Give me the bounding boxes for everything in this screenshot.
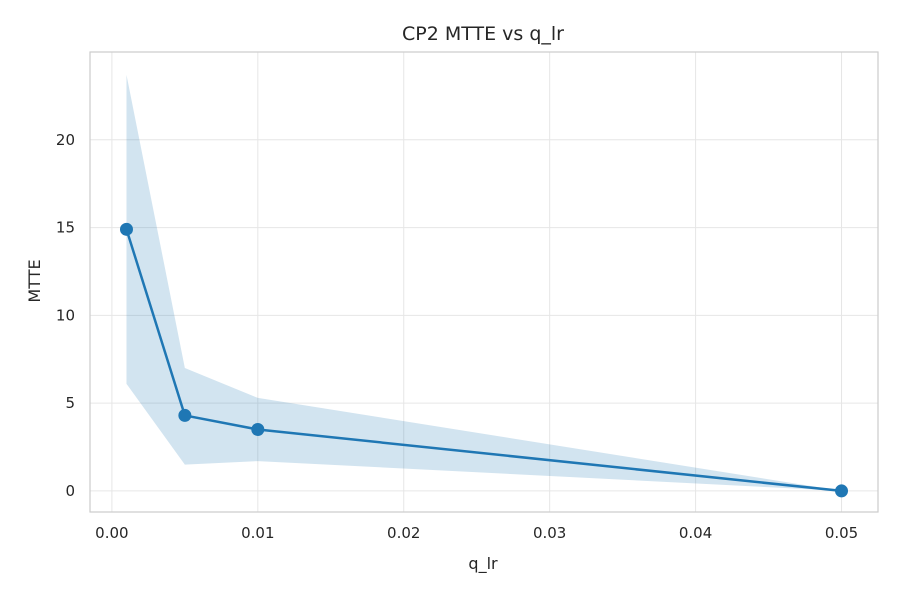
series-points bbox=[119, 222, 849, 498]
x-tick-label: 0.01 bbox=[241, 524, 274, 542]
x-tick-label: 0.04 bbox=[679, 524, 712, 542]
data-point bbox=[119, 222, 133, 236]
series-lines bbox=[125, 228, 842, 493]
series-line bbox=[125, 228, 842, 493]
y-tick-label: 20 bbox=[56, 131, 75, 149]
data-point bbox=[251, 422, 265, 436]
y-tick-label: 5 bbox=[65, 394, 75, 412]
chart-title: CP2 MTTE vs q_lr bbox=[402, 23, 564, 45]
y-tick-label: 0 bbox=[65, 482, 75, 500]
plot-frame bbox=[89, 51, 879, 513]
x-tick-label: 0.05 bbox=[825, 524, 858, 542]
y-tick-label: 10 bbox=[56, 306, 75, 324]
y-tick-label: 15 bbox=[56, 219, 75, 237]
confidence-bands bbox=[126, 74, 842, 491]
x-tick-label: 0.00 bbox=[95, 524, 128, 542]
x-tick-label: 0.03 bbox=[533, 524, 566, 542]
x-axis-label: q_lr bbox=[468, 554, 498, 574]
y-axis-label: MTTE bbox=[25, 259, 44, 302]
grid bbox=[90, 52, 878, 512]
data-point bbox=[178, 408, 192, 422]
y-tick-labels: 0 5 10 15 20 bbox=[56, 131, 75, 500]
confidence-band bbox=[126, 74, 842, 491]
x-tick-labels: 0.00 0.01 0.02 0.03 0.04 0.05 bbox=[95, 524, 858, 542]
x-tick-label: 0.02 bbox=[387, 524, 420, 542]
data-point bbox=[835, 484, 849, 498]
